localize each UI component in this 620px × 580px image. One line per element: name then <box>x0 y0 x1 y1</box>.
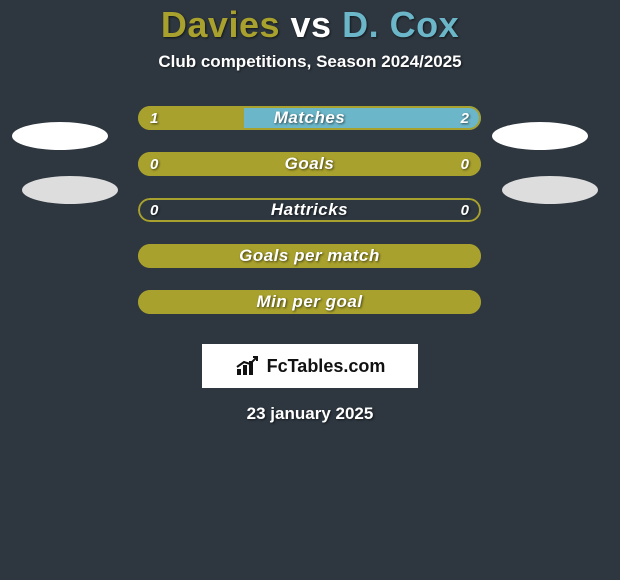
badge-ellipse <box>12 122 108 150</box>
stat-value-left: 0 <box>150 198 158 222</box>
stat-value-right: 2 <box>461 106 469 130</box>
stat-label: Min per goal <box>138 290 481 314</box>
logo-text: FcTables.com <box>267 356 386 377</box>
stat-label: Goals per match <box>138 244 481 268</box>
stat-row: Hattricks0 0 <box>138 198 481 222</box>
stat-value-right: 0 <box>461 198 469 222</box>
vs-text: vs <box>291 4 332 45</box>
comparison-infographic: Davies vs D. Cox Club competitions, Seas… <box>0 0 620 580</box>
logo-box: FcTables.com <box>202 344 418 388</box>
fctables-icon <box>235 355 261 377</box>
stat-rows: Matches12Goals00Hattricks00Goals per mat… <box>138 106 481 336</box>
badge-ellipse <box>502 176 598 204</box>
stat-row: Matches1 2 <box>138 106 481 130</box>
badge-ellipse <box>22 176 118 204</box>
stat-label: Hattricks <box>138 198 481 222</box>
subtitle: Club competitions, Season 2024/2025 <box>0 52 620 72</box>
stat-row: Goals per match <box>138 244 481 268</box>
player1-name: Davies <box>161 4 280 45</box>
stat-label: Goals <box>138 152 481 176</box>
stat-row: Min per goal <box>138 290 481 314</box>
stat-label: Matches <box>138 106 481 130</box>
page-title: Davies vs D. Cox <box>0 0 620 46</box>
badge-ellipse <box>492 122 588 150</box>
date-text: 23 january 2025 <box>0 404 620 424</box>
stat-value-left: 0 <box>150 152 158 176</box>
player2-name: D. Cox <box>342 4 459 45</box>
stat-value-left: 1 <box>150 106 158 130</box>
stat-row: Goals0 0 <box>138 152 481 176</box>
stat-value-right: 0 <box>461 152 469 176</box>
